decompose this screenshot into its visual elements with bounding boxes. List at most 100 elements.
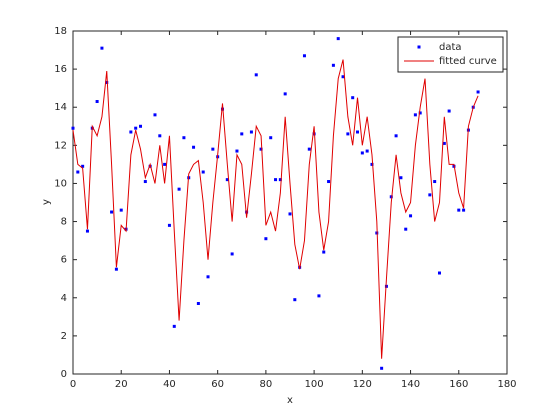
data-point	[139, 124, 143, 128]
data-point	[240, 132, 244, 136]
legend-box	[397, 36, 504, 73]
plot-area	[73, 31, 507, 374]
data-point	[283, 92, 287, 96]
y-tick-label: 10	[54, 178, 67, 189]
y-axis-label: y	[41, 199, 52, 205]
data-point	[71, 126, 75, 130]
data-point	[192, 145, 196, 149]
x-tick-label: 60	[211, 379, 224, 390]
x-tick-label: 120	[353, 379, 372, 390]
data-point	[351, 96, 355, 100]
x-tick-label: 20	[115, 379, 128, 390]
data-point	[225, 178, 229, 182]
data-point	[110, 210, 114, 214]
data-point	[380, 366, 384, 370]
data-point	[442, 141, 446, 145]
data-point	[394, 134, 398, 138]
data-point	[399, 176, 403, 180]
data-point	[167, 223, 171, 227]
data-point	[143, 180, 147, 184]
x-tick-label: 100	[305, 379, 324, 390]
legend: data fitted curve	[397, 36, 504, 73]
x-tick-label: 40	[163, 379, 176, 390]
data-point	[341, 75, 345, 79]
data-point	[418, 111, 422, 115]
data-point	[336, 37, 340, 41]
y-tick-label: 2	[61, 331, 67, 342]
y-tick-label: 6	[61, 255, 67, 266]
fitted-curve	[72, 59, 479, 359]
y-tick-label: 14	[54, 102, 67, 113]
data-point	[264, 237, 268, 241]
x-tick-label: 80	[260, 379, 273, 390]
data-point	[76, 170, 80, 174]
data-point	[457, 208, 461, 212]
data-point	[129, 130, 133, 134]
data-point	[119, 208, 123, 212]
data-point	[389, 195, 393, 199]
data-point	[206, 275, 210, 279]
data-point	[278, 178, 282, 182]
legend-label: data	[439, 42, 462, 53]
data-point	[259, 147, 263, 151]
data-point	[288, 212, 292, 216]
data-point	[331, 63, 335, 67]
data-point	[302, 54, 306, 58]
data-point	[346, 132, 350, 136]
data-point	[235, 149, 239, 153]
data-point	[428, 193, 432, 197]
data-point	[447, 109, 451, 113]
data-point	[196, 301, 200, 305]
data-point	[433, 180, 437, 184]
data-point	[230, 252, 234, 256]
data-point	[370, 162, 374, 166]
axes-box	[72, 30, 508, 375]
data-point	[356, 130, 360, 134]
data-point	[95, 100, 99, 104]
data-point	[413, 113, 417, 117]
data-point	[360, 151, 364, 155]
data-point	[274, 178, 278, 182]
data-point	[269, 136, 273, 140]
data-point	[153, 113, 157, 117]
data-point	[172, 324, 176, 328]
data-point	[114, 267, 118, 271]
data-point	[437, 271, 441, 275]
data-point	[85, 229, 89, 233]
data-point	[100, 46, 104, 50]
data-point	[245, 210, 249, 214]
data-point	[365, 149, 369, 153]
x-tick-label: 0	[70, 379, 76, 390]
data-point	[158, 134, 162, 138]
data-point	[322, 250, 326, 254]
data-point	[201, 170, 205, 174]
data-point	[409, 214, 413, 218]
data-point	[182, 136, 186, 140]
data-point	[293, 298, 297, 302]
data-point	[211, 147, 215, 151]
y-tick-label: 8	[61, 217, 67, 228]
data-point	[81, 164, 85, 168]
data-point	[404, 227, 408, 231]
x-axis-label: x	[287, 395, 293, 406]
data-point	[462, 208, 466, 212]
data-point	[177, 187, 181, 191]
x-tick-label: 160	[449, 379, 468, 390]
y-tick-label: 12	[54, 140, 67, 151]
data-point	[163, 162, 167, 166]
data-point	[134, 126, 138, 130]
data-point	[317, 294, 321, 298]
x-tick-label: 140	[401, 379, 420, 390]
data-point	[249, 130, 253, 134]
data-point	[105, 80, 109, 84]
x-tick-label: 180	[497, 379, 516, 390]
y-tick-label: 4	[61, 293, 67, 304]
y-tick-label: 18	[54, 26, 67, 37]
data-point	[476, 90, 480, 94]
y-tick-label: 16	[54, 64, 67, 75]
legend-label: fitted curve	[439, 56, 497, 67]
legend-swatch	[417, 45, 421, 49]
data-point	[327, 180, 331, 184]
data-point	[307, 147, 311, 151]
